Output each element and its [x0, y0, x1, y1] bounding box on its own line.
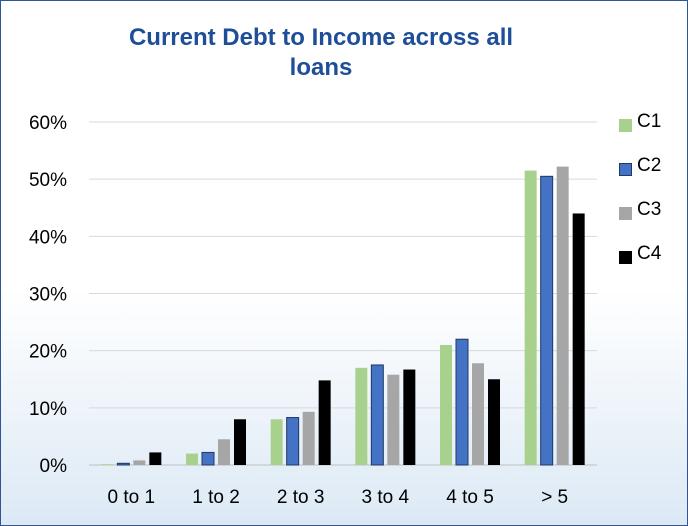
- bar-c4: [149, 452, 162, 465]
- y-tick-label: 30%: [29, 285, 67, 306]
- bar-c3: [133, 460, 146, 465]
- y-tick-label: 0%: [40, 456, 68, 477]
- x-tick-label: 4 to 5: [446, 487, 494, 508]
- bar-c2: [455, 338, 469, 466]
- legend-label: C2: [637, 155, 662, 176]
- x-tick-label: 3 to 4: [362, 487, 410, 508]
- bar-c2: [116, 462, 130, 466]
- legend-swatch: [619, 251, 632, 264]
- bar-c4: [234, 419, 246, 465]
- bar-c3: [302, 411, 315, 465]
- bar-c1: [524, 170, 537, 465]
- legend-swatch: [619, 207, 632, 220]
- bar-c1: [270, 419, 283, 465]
- bar-c1: [186, 453, 198, 465]
- bar-c1: [355, 367, 368, 465]
- x-tick-label: > 5: [541, 487, 568, 508]
- bar-c4: [403, 369, 416, 465]
- bar-c3: [218, 439, 230, 465]
- chart-title: Current Debt to Income across all loans: [128, 24, 514, 81]
- legend-label: C4: [637, 243, 662, 264]
- bar-c3: [472, 363, 484, 465]
- y-tick-label: 20%: [29, 342, 67, 363]
- x-tick-label: 1 to 2: [192, 487, 240, 508]
- legend-label: C1: [637, 111, 662, 132]
- bar-c4: [318, 380, 331, 465]
- y-tick-label: 10%: [29, 399, 67, 420]
- bar-c2: [540, 175, 554, 466]
- legend-label: C3: [637, 199, 662, 220]
- bar-c1: [101, 464, 114, 465]
- bar-c3: [556, 166, 569, 465]
- y-tick-label: 60%: [29, 113, 67, 134]
- bar-c2: [286, 417, 300, 466]
- legend-swatch: [619, 163, 632, 176]
- bar-c4: [572, 213, 585, 465]
- bar-c4: [488, 379, 500, 465]
- bar-c2: [370, 364, 384, 466]
- bar-c3: [387, 374, 400, 465]
- x-tick-label: 2 to 3: [277, 487, 325, 508]
- bar-c2: [201, 451, 215, 466]
- bar-c1: [440, 344, 452, 465]
- y-tick-label: 40%: [29, 227, 67, 248]
- y-tick-label: 50%: [29, 170, 67, 191]
- legend-swatch: [619, 119, 632, 132]
- x-tick-label: 0 to 1: [108, 487, 156, 508]
